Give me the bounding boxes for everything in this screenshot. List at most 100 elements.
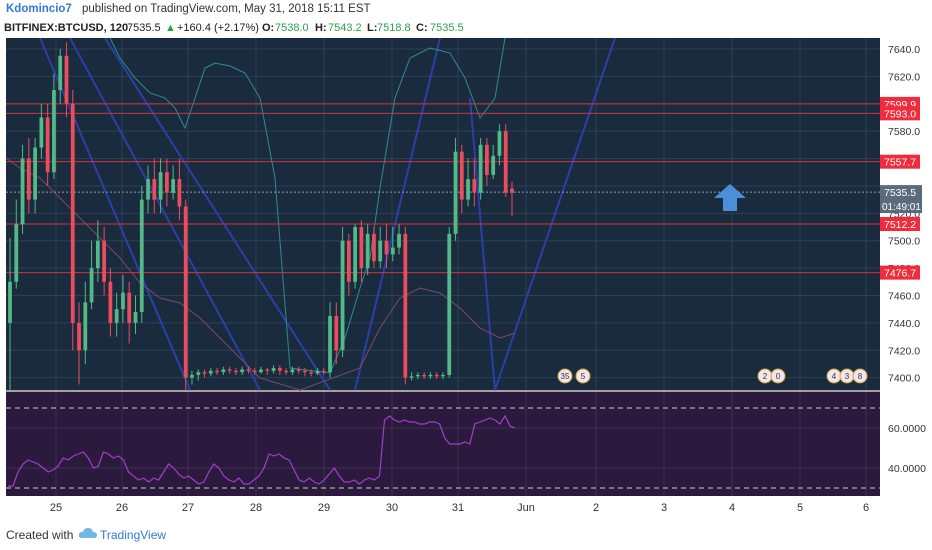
event-flag-label: 4	[832, 372, 837, 381]
trendline	[104, 37, 331, 391]
candle-body	[114, 309, 119, 323]
level-label: 7512.2	[884, 219, 916, 231]
last-price-label: 7535.5	[884, 187, 916, 199]
x-tick-label: 2	[593, 502, 599, 514]
candle-body	[447, 233, 452, 375]
event-flag-label: 35	[561, 372, 570, 381]
candle-body	[466, 179, 470, 200]
candle-body	[397, 233, 401, 248]
candle-body	[171, 179, 176, 193]
candle-body	[503, 131, 508, 193]
candle-body	[284, 370, 288, 373]
y-tick-label: 7500.0	[888, 236, 920, 248]
candle-body	[240, 369, 245, 373]
candle-body	[409, 376, 414, 378]
event-flag-icon	[852, 368, 868, 384]
candle-body	[221, 369, 226, 373]
candle-body	[146, 179, 150, 200]
up-arrow-icon: ▲	[165, 22, 176, 34]
candle-body	[309, 372, 314, 374]
candle-body	[415, 374, 420, 377]
high-value: 7543.2	[328, 22, 362, 34]
candle-body	[45, 117, 50, 173]
candle-body	[510, 188, 514, 193]
candle-body	[315, 370, 320, 374]
low-value: 7518.8	[377, 22, 411, 34]
event-flag-icon	[557, 368, 573, 384]
level-label: 7476.7	[884, 268, 916, 280]
candle-body	[390, 247, 395, 255]
x-tick-label: 3	[661, 502, 667, 514]
candle-body	[422, 374, 427, 377]
candle-body	[428, 374, 433, 377]
candle-body	[478, 144, 483, 193]
candle-body	[52, 90, 56, 173]
up-arrow-icon	[714, 184, 746, 211]
candle-body	[33, 147, 37, 200]
level-label-bg	[880, 216, 920, 231]
candle-body	[459, 151, 464, 200]
candle-body	[259, 369, 263, 373]
author-link[interactable]: Kdomincio7	[6, 3, 72, 15]
tradingview-link[interactable]: TradingView	[100, 528, 167, 542]
symbol-name[interactable]: BITFINEX:BTCUSD, 120	[4, 22, 129, 34]
candle-body	[384, 240, 389, 255]
candle-body	[139, 199, 144, 312]
candle-body	[26, 158, 31, 200]
candle-body	[202, 372, 207, 374]
candle-body	[14, 224, 19, 282]
created-with-text: Created with	[6, 528, 74, 542]
event-flag-label: 3	[845, 372, 850, 381]
y-tick-label: 7580.0	[888, 126, 920, 138]
last-price-label-bg	[880, 185, 922, 214]
y-tick-label: 7440.0	[888, 318, 920, 330]
candle-body	[95, 240, 100, 269]
candle-body	[108, 281, 113, 323]
event-flag-icon	[770, 368, 786, 384]
candle-body	[177, 179, 182, 207]
y-tick-label: 7400.0	[888, 373, 920, 385]
candle-body	[321, 370, 326, 373]
close-label: C:	[416, 22, 428, 34]
candle-body	[58, 55, 63, 91]
candle-body	[491, 155, 496, 175]
candle-body	[271, 368, 276, 371]
candle-body	[441, 374, 445, 377]
candle-body	[127, 292, 132, 323]
candle-body	[89, 268, 94, 303]
candlestick-chart[interactable]: 25 26 27 28 29 30 31 Jun 2 3 4 5 67400.07420.07440.0…	[0, 37, 932, 516]
candle-body	[334, 316, 339, 351]
candle-body	[497, 131, 502, 156]
publisher-bar: Kdomincio7 published on TradingView.com,…	[0, 0, 932, 20]
candle-body	[39, 117, 44, 148]
x-tick-label: 25	[50, 502, 62, 514]
candle-body	[70, 103, 75, 323]
x-tick-label: 6	[863, 502, 869, 514]
candle-body	[365, 233, 370, 269]
y-tick-label: 7620.0	[888, 71, 920, 83]
change-value: +160.4 (+2.17%)	[177, 22, 259, 34]
last-price: 7535.5	[127, 22, 161, 34]
x-tick-label: Jun	[517, 502, 535, 514]
candle-body	[353, 227, 358, 282]
candle-body	[121, 292, 125, 310]
candle-body	[8, 281, 12, 323]
event-flag-icon	[575, 368, 591, 384]
candle-body	[290, 369, 295, 373]
chart-area[interactable]: 25 26 27 28 29 30 31 Jun 2 3 4 5 6 7400.0 7420.0 7440.0…	[0, 37, 932, 516]
event-flag-label: 8	[858, 372, 863, 381]
candle-body	[152, 179, 157, 200]
candle-body	[83, 302, 88, 351]
candle-body	[20, 158, 25, 225]
candle-body	[434, 374, 439, 377]
time-axis-bg	[0, 496, 932, 516]
x-tick-label: 5	[797, 502, 803, 514]
countdown-label: 01:49:01	[882, 202, 921, 213]
x-tick-label: 29	[318, 502, 330, 514]
candle-body	[340, 240, 345, 351]
candle-body	[208, 370, 213, 374]
candle-body	[246, 369, 251, 371]
candle-body	[359, 227, 364, 269]
y-tick-label: 7420.0	[888, 345, 920, 357]
symbol-bar: BITFINEX:BTCUSD, 120 7535.5 ▲ +160.4 (+2…	[0, 20, 932, 38]
